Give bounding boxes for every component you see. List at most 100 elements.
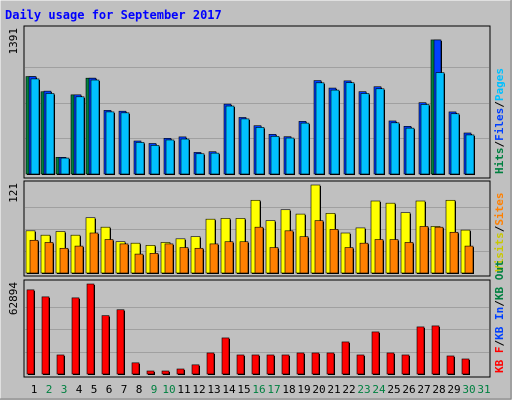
bar-sites xyxy=(29,239,39,274)
bar-sites xyxy=(134,253,144,274)
bar-kb-f xyxy=(326,352,335,375)
bar-sites xyxy=(164,243,174,274)
bar-pages xyxy=(135,142,145,175)
plot-area: 1391Hits/Files/Pages121Visits/Sites62894… xyxy=(7,25,506,396)
bar-kb-f xyxy=(371,331,380,375)
bar-kb-f xyxy=(146,370,155,375)
bar-sites xyxy=(344,247,354,274)
bar-pages xyxy=(165,139,175,175)
bar-pages xyxy=(180,138,190,175)
x-tick-label: 23 xyxy=(357,383,370,396)
bar-sites xyxy=(389,239,399,274)
bar-sites xyxy=(119,243,129,274)
y-max-label: 62894 xyxy=(7,282,20,315)
bar-pages xyxy=(150,145,160,175)
bar-pages xyxy=(195,153,205,175)
bar-sites xyxy=(104,239,114,274)
bar-sites xyxy=(284,230,294,274)
bar-pages xyxy=(390,122,400,175)
legend-item: KB F xyxy=(493,347,506,374)
x-tick-label: 22 xyxy=(342,383,355,396)
bar-pages xyxy=(300,122,310,175)
bar-pages xyxy=(270,136,280,175)
bar-pages xyxy=(210,152,220,175)
legend-item: / xyxy=(493,300,506,307)
bar-sites xyxy=(359,242,369,274)
bar-kb-f xyxy=(251,354,260,375)
legend-item: / xyxy=(493,225,506,232)
bar-sites xyxy=(419,226,429,274)
x-tick-label: 12 xyxy=(192,383,205,396)
chart-title: Daily usage for September 2017 xyxy=(5,8,222,22)
bar-kb-f xyxy=(266,354,275,375)
x-tick-label: 24 xyxy=(372,383,386,396)
bar-kb-f xyxy=(26,289,35,375)
legend-item: Visits xyxy=(493,232,506,272)
bar-pages xyxy=(375,88,385,175)
bar-pages xyxy=(240,118,250,175)
bar-kb-f xyxy=(401,354,410,375)
bar-pages xyxy=(465,134,475,175)
bar-sites xyxy=(149,253,159,274)
bar-sites xyxy=(59,247,69,274)
x-tick-label: 9 xyxy=(151,383,158,396)
bar-pages xyxy=(255,127,265,175)
x-tick-label: 14 xyxy=(222,383,236,396)
x-tick-label: 16 xyxy=(252,383,265,396)
bar-kb-f xyxy=(236,354,245,375)
x-tick-label: 29 xyxy=(447,383,460,396)
bar-kb-f xyxy=(191,364,200,375)
bar-kb-f xyxy=(431,325,440,375)
bar-kb-f xyxy=(86,283,95,375)
bar-sites xyxy=(254,226,264,274)
x-tick-label: 2 xyxy=(46,383,53,396)
x-tick-label: 10 xyxy=(162,383,175,396)
bar-pages xyxy=(405,127,415,175)
bar-sites xyxy=(434,226,444,274)
bar-pages xyxy=(315,82,325,175)
x-tick-label: 11 xyxy=(177,383,190,396)
y-max-label: 121 xyxy=(7,183,20,203)
x-tick-label: 17 xyxy=(267,383,280,396)
bar-kb-f xyxy=(56,354,65,375)
bar-kb-f xyxy=(446,355,455,375)
bar-kb-f xyxy=(341,341,350,375)
x-tick-label: 27 xyxy=(417,383,430,396)
bar-kb-f xyxy=(71,297,80,375)
bar-pages xyxy=(45,93,55,175)
legend-middle: Visits/Sites xyxy=(493,193,506,273)
bar-pages xyxy=(225,105,235,175)
x-tick-label: 8 xyxy=(136,383,143,396)
bar-pages xyxy=(420,104,430,175)
bar-sites xyxy=(449,231,459,274)
bar-sites xyxy=(329,229,339,274)
x-tick-label: 15 xyxy=(237,383,250,396)
x-tick-label: 5 xyxy=(91,383,98,396)
bar-kb-f xyxy=(281,354,290,375)
x-tick-label: 28 xyxy=(432,383,445,396)
bar-sites xyxy=(464,245,474,274)
bar-sites xyxy=(299,236,309,274)
bar-kb-f xyxy=(356,354,365,375)
bar-sites xyxy=(224,241,234,274)
bar-pages xyxy=(450,113,460,175)
bar-pages xyxy=(75,96,85,175)
bar-kb-f xyxy=(416,326,425,375)
bar-sites xyxy=(314,220,324,274)
bar-kb-f xyxy=(296,352,305,375)
legend-item: / xyxy=(493,340,506,347)
bar-pages xyxy=(60,157,70,175)
x-tick-label: 1 xyxy=(31,383,38,396)
legend-item: / xyxy=(493,141,506,148)
bar-pages xyxy=(360,93,370,175)
legend-item: Hits xyxy=(493,148,506,175)
bar-pages xyxy=(105,111,115,175)
bar-kb-f xyxy=(206,352,215,375)
y-max-label: 1391 xyxy=(7,28,20,55)
bar-kb-f xyxy=(176,368,185,375)
bar-sites xyxy=(269,247,279,274)
x-tick-label: 6 xyxy=(106,383,113,396)
legend-item: KB In xyxy=(493,307,506,340)
bar-kb-f xyxy=(386,352,395,375)
